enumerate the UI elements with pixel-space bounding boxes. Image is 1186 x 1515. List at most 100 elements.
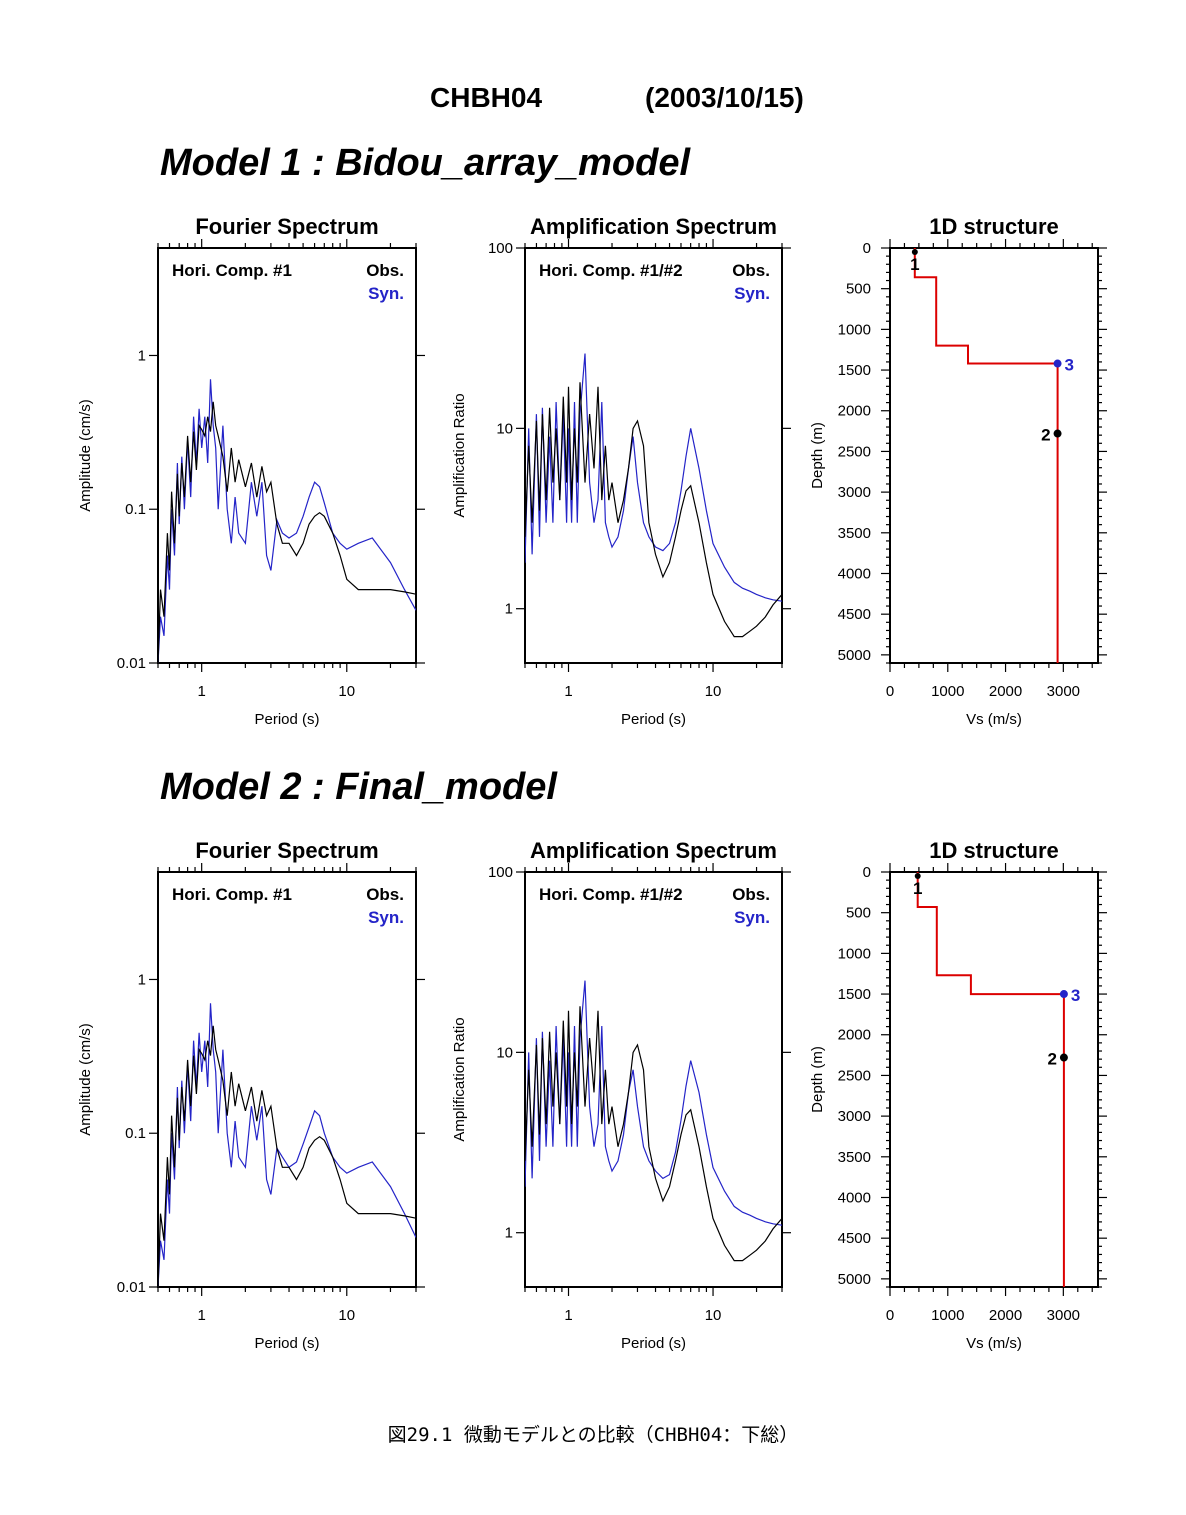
plot-frame	[881, 239, 1107, 672]
model-1-structure-chart: 0 1000 2000 3000050010001500200025003000350…	[809, 214, 1107, 728]
y-axis-label: Depth (m)	[809, 422, 826, 489]
series-line-syn	[525, 353, 782, 602]
y-tick-label: 2500	[838, 1067, 871, 1084]
y-tick-label: 4500	[838, 606, 871, 623]
model-1-amplification-chart: 1 10 1 10 100 Amplification Spectrum Period (s…	[451, 214, 791, 728]
y-tick-label: 3500	[838, 525, 871, 542]
panel-label: Hori. Comp. #1	[172, 885, 292, 904]
y-tick-label: 3500	[838, 1149, 871, 1166]
x-axis-label: Period (s)	[621, 1335, 686, 1352]
marker-label-3: 3	[1065, 356, 1074, 375]
chart-title: 1D structure	[929, 214, 1059, 239]
series-line-obs	[525, 1006, 782, 1262]
marker-label-1: 1	[913, 879, 922, 898]
x-tick-label: 3000	[1047, 683, 1080, 700]
legend-syn: Syn.	[368, 908, 404, 927]
chart-title: Fourier Spectrum	[195, 838, 378, 863]
x-axis-label: Period (s)	[621, 711, 686, 728]
y-tick-label: 0	[863, 864, 871, 881]
y-tick-label: 3000	[838, 484, 871, 501]
marker-label-1: 1	[910, 255, 919, 274]
y-tick-label: 10	[496, 1044, 513, 1061]
x-tick-label: 10	[705, 1307, 722, 1324]
series-line-syn	[525, 980, 782, 1226]
chart-title: 1D structure	[929, 838, 1059, 863]
y-axis-label: Amplification Ratio	[451, 393, 468, 517]
model-1-title: Model 1 : Bidou_array_model	[160, 142, 691, 184]
y-tick-label: 100	[488, 240, 513, 257]
y-axis-label: Amplification Ratio	[451, 1017, 468, 1141]
legend-syn: Syn.	[734, 284, 770, 303]
panel-label: Hori. Comp. #1/#2	[539, 261, 683, 280]
x-tick-label: 3000	[1047, 1307, 1080, 1324]
legend-obs: Obs.	[366, 261, 404, 280]
y-tick-label: 4500	[838, 1230, 871, 1247]
y-tick-label: 100	[488, 864, 513, 881]
plot-border	[524, 871, 783, 1288]
plot-border	[157, 247, 417, 664]
y-tick-label: 4000	[838, 1189, 871, 1206]
plot-border	[524, 247, 783, 664]
y-tick-label: 1000	[838, 945, 871, 962]
marker-dot-2	[1053, 429, 1062, 438]
plot-frame	[149, 863, 425, 1296]
model-2-amplification-chart: 1 10 1 10 100 Amplification Spectrum Period (s…	[451, 838, 791, 1352]
legend-syn: Syn.	[734, 908, 770, 927]
y-tick-label: 10	[496, 420, 513, 437]
vs-profile-line	[913, 248, 1059, 663]
model-2-title: Model 2 : Final_model	[160, 766, 557, 808]
x-tick-label: 0	[886, 1307, 894, 1324]
y-tick-label: 1	[505, 601, 513, 618]
y-tick-label: 0.01	[117, 1279, 146, 1296]
series-line-syn	[158, 379, 416, 663]
marker-dot-2	[1059, 1053, 1068, 1062]
y-tick-label: 3000	[838, 1108, 871, 1125]
y-tick-label: 5000	[838, 647, 871, 664]
y-tick-label: 1	[138, 971, 146, 988]
plot-frame	[881, 863, 1107, 1296]
marker-label-2: 2	[1047, 1050, 1056, 1069]
chart-title: Amplification Spectrum	[530, 214, 777, 239]
x-tick-label: 1	[564, 1307, 572, 1324]
series-line-obs	[158, 1025, 416, 1287]
y-axis-label: Depth (m)	[809, 1046, 826, 1113]
x-tick-label: 2000	[989, 1307, 1022, 1324]
x-tick-label: 10	[338, 683, 355, 700]
y-tick-label: 2000	[838, 403, 871, 420]
x-tick-label: 1	[198, 1307, 206, 1324]
legend-obs: Obs.	[732, 885, 770, 904]
legend-obs: Obs.	[366, 885, 404, 904]
model-2-fourier-chart: 1 10 0.01 0.1 1 Fourier Spectrum Period (s) Amp…	[77, 838, 425, 1352]
plot-border	[157, 871, 417, 1288]
legend-syn: Syn.	[368, 284, 404, 303]
x-axis-label: Vs (m/s)	[966, 1335, 1022, 1352]
marker-dot-1	[914, 873, 921, 879]
x-tick-label: 1000	[931, 683, 964, 700]
x-tick-label: 2000	[989, 683, 1022, 700]
vs-profile-line	[916, 872, 1065, 1287]
y-tick-label: 500	[846, 281, 871, 298]
x-tick-label: 10	[705, 683, 722, 700]
plot-border	[889, 871, 1099, 1288]
y-tick-label: 0.01	[117, 655, 146, 672]
plot-frame	[149, 239, 425, 672]
y-tick-label: 1	[505, 1225, 513, 1242]
series-line-obs	[158, 401, 416, 663]
marker-dot-3	[1059, 990, 1068, 999]
y-tick-label: 5000	[838, 1271, 871, 1288]
chart-title: Amplification Spectrum	[530, 838, 777, 863]
panel-label: Hori. Comp. #1	[172, 261, 292, 280]
y-tick-label: 0	[863, 240, 871, 257]
panel-label: Hori. Comp. #1/#2	[539, 885, 683, 904]
station-name: CHBH04	[430, 82, 543, 113]
y-tick-label: 4000	[838, 565, 871, 582]
model-2-structure-chart: 0 1000 2000 3000050010001500200025003000350…	[809, 838, 1107, 1352]
y-tick-label: 1500	[838, 986, 871, 1003]
y-tick-label: 1500	[838, 362, 871, 379]
y-tick-label: 2500	[838, 443, 871, 460]
y-tick-label: 500	[846, 905, 871, 922]
y-tick-label: 2000	[838, 1027, 871, 1044]
marker-dot-3	[1053, 359, 1062, 368]
x-tick-label: 1	[198, 683, 206, 700]
y-tick-label: 0.1	[125, 501, 146, 518]
